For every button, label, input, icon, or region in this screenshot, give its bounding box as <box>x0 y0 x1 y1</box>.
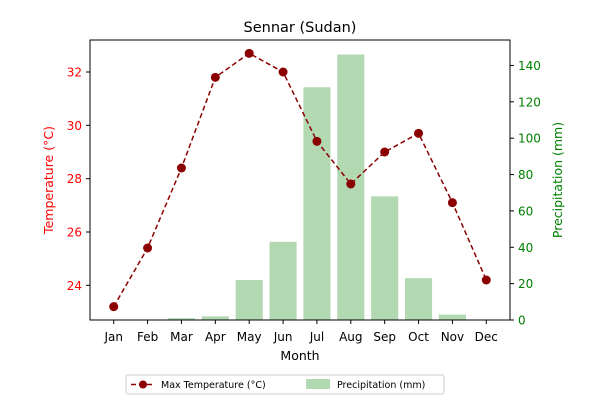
x-tick-label: Dec <box>475 330 498 344</box>
precipitation-bar-apr <box>201 316 229 320</box>
x-tick-label: Apr <box>205 330 226 344</box>
right-y-tick-label: 80 <box>518 168 533 182</box>
legend-frame <box>125 374 445 395</box>
right-y-tick-label: 60 <box>518 204 533 218</box>
legend: Max Temperature (°C) Precipitation (mm) <box>125 374 445 395</box>
right-y-axis-label: Precipitation (mm) <box>550 122 565 238</box>
precipitation-bar-sep <box>371 196 399 320</box>
x-tick-label: Jan <box>103 330 123 344</box>
legend-label-temperature: Max Temperature (°C) <box>161 380 266 391</box>
temperature-point-may <box>244 48 254 58</box>
temperature-point-nov <box>447 198 457 208</box>
temperature-point-mar <box>176 163 186 173</box>
temperature-point-sep <box>380 147 390 157</box>
x-tick-label: Aug <box>339 330 362 344</box>
temperature-point-oct <box>414 128 424 138</box>
x-tick-label: Sep <box>373 330 396 344</box>
precipitation-bar-mar <box>167 318 195 320</box>
precipitation-bars <box>167 54 466 320</box>
precipitation-bar-jul <box>303 87 331 320</box>
temperature-point-feb <box>143 243 153 253</box>
x-tick-label: May <box>237 330 262 344</box>
temperature-point-jul <box>312 136 322 146</box>
x-tick-label: Mar <box>170 330 193 344</box>
temperature-point-dec <box>481 275 491 285</box>
x-tick-label: Jun <box>273 330 293 344</box>
x-tick-label: Jul <box>309 330 324 344</box>
temperature-point-jan <box>109 302 119 312</box>
legend-label-precipitation: Precipitation (mm) <box>337 380 425 391</box>
left-y-tick-label: 32 <box>67 66 82 80</box>
x-axis-ticks: Jan Feb Mar Apr May Jun Jul Aug Sep Oct Nov Dec <box>103 320 498 344</box>
x-axis-label: Month <box>280 348 319 363</box>
plot-frame <box>89 39 511 321</box>
precipitation-bar-nov <box>438 314 466 320</box>
x-tick-label: Nov <box>441 330 464 344</box>
left-y-tick-label: 30 <box>67 119 82 133</box>
left-y-axis-label: Temperature (°C) <box>41 126 56 235</box>
left-y-tick-label: 24 <box>67 279 82 293</box>
x-tick-label: Oct <box>408 330 429 344</box>
precipitation-bar-may <box>235 280 263 320</box>
precipitation-bar-oct <box>405 278 433 320</box>
axes <box>89 39 511 321</box>
temperature-line <box>109 48 491 312</box>
left-y-axis-ticks: 24 26 28 30 32 <box>67 66 90 293</box>
legend-line-marker <box>139 380 147 389</box>
right-y-tick-label: 0 <box>518 314 526 328</box>
legend-bar-swatch <box>306 379 330 389</box>
left-y-tick-label: 28 <box>67 172 82 186</box>
temperature-point-jun <box>278 67 288 77</box>
right-y-tick-label: 140 <box>518 59 541 73</box>
temperature-series-line <box>113 52 487 308</box>
left-y-tick-label: 26 <box>67 226 82 240</box>
right-y-tick-label: 120 <box>518 95 541 109</box>
right-y-tick-label: 100 <box>518 132 541 146</box>
right-y-tick-label: 20 <box>518 277 533 291</box>
right-y-tick-label: 40 <box>518 241 533 255</box>
chart-title: Sennar (Sudan) <box>244 20 357 36</box>
temperature-point-aug <box>346 179 356 189</box>
x-tick-label: Feb <box>137 330 158 344</box>
precipitation-bar-jun <box>269 241 297 320</box>
temperature-point-apr <box>210 72 220 82</box>
right-y-axis-ticks: 0 20 40 60 80 100 120 140 <box>510 59 541 328</box>
